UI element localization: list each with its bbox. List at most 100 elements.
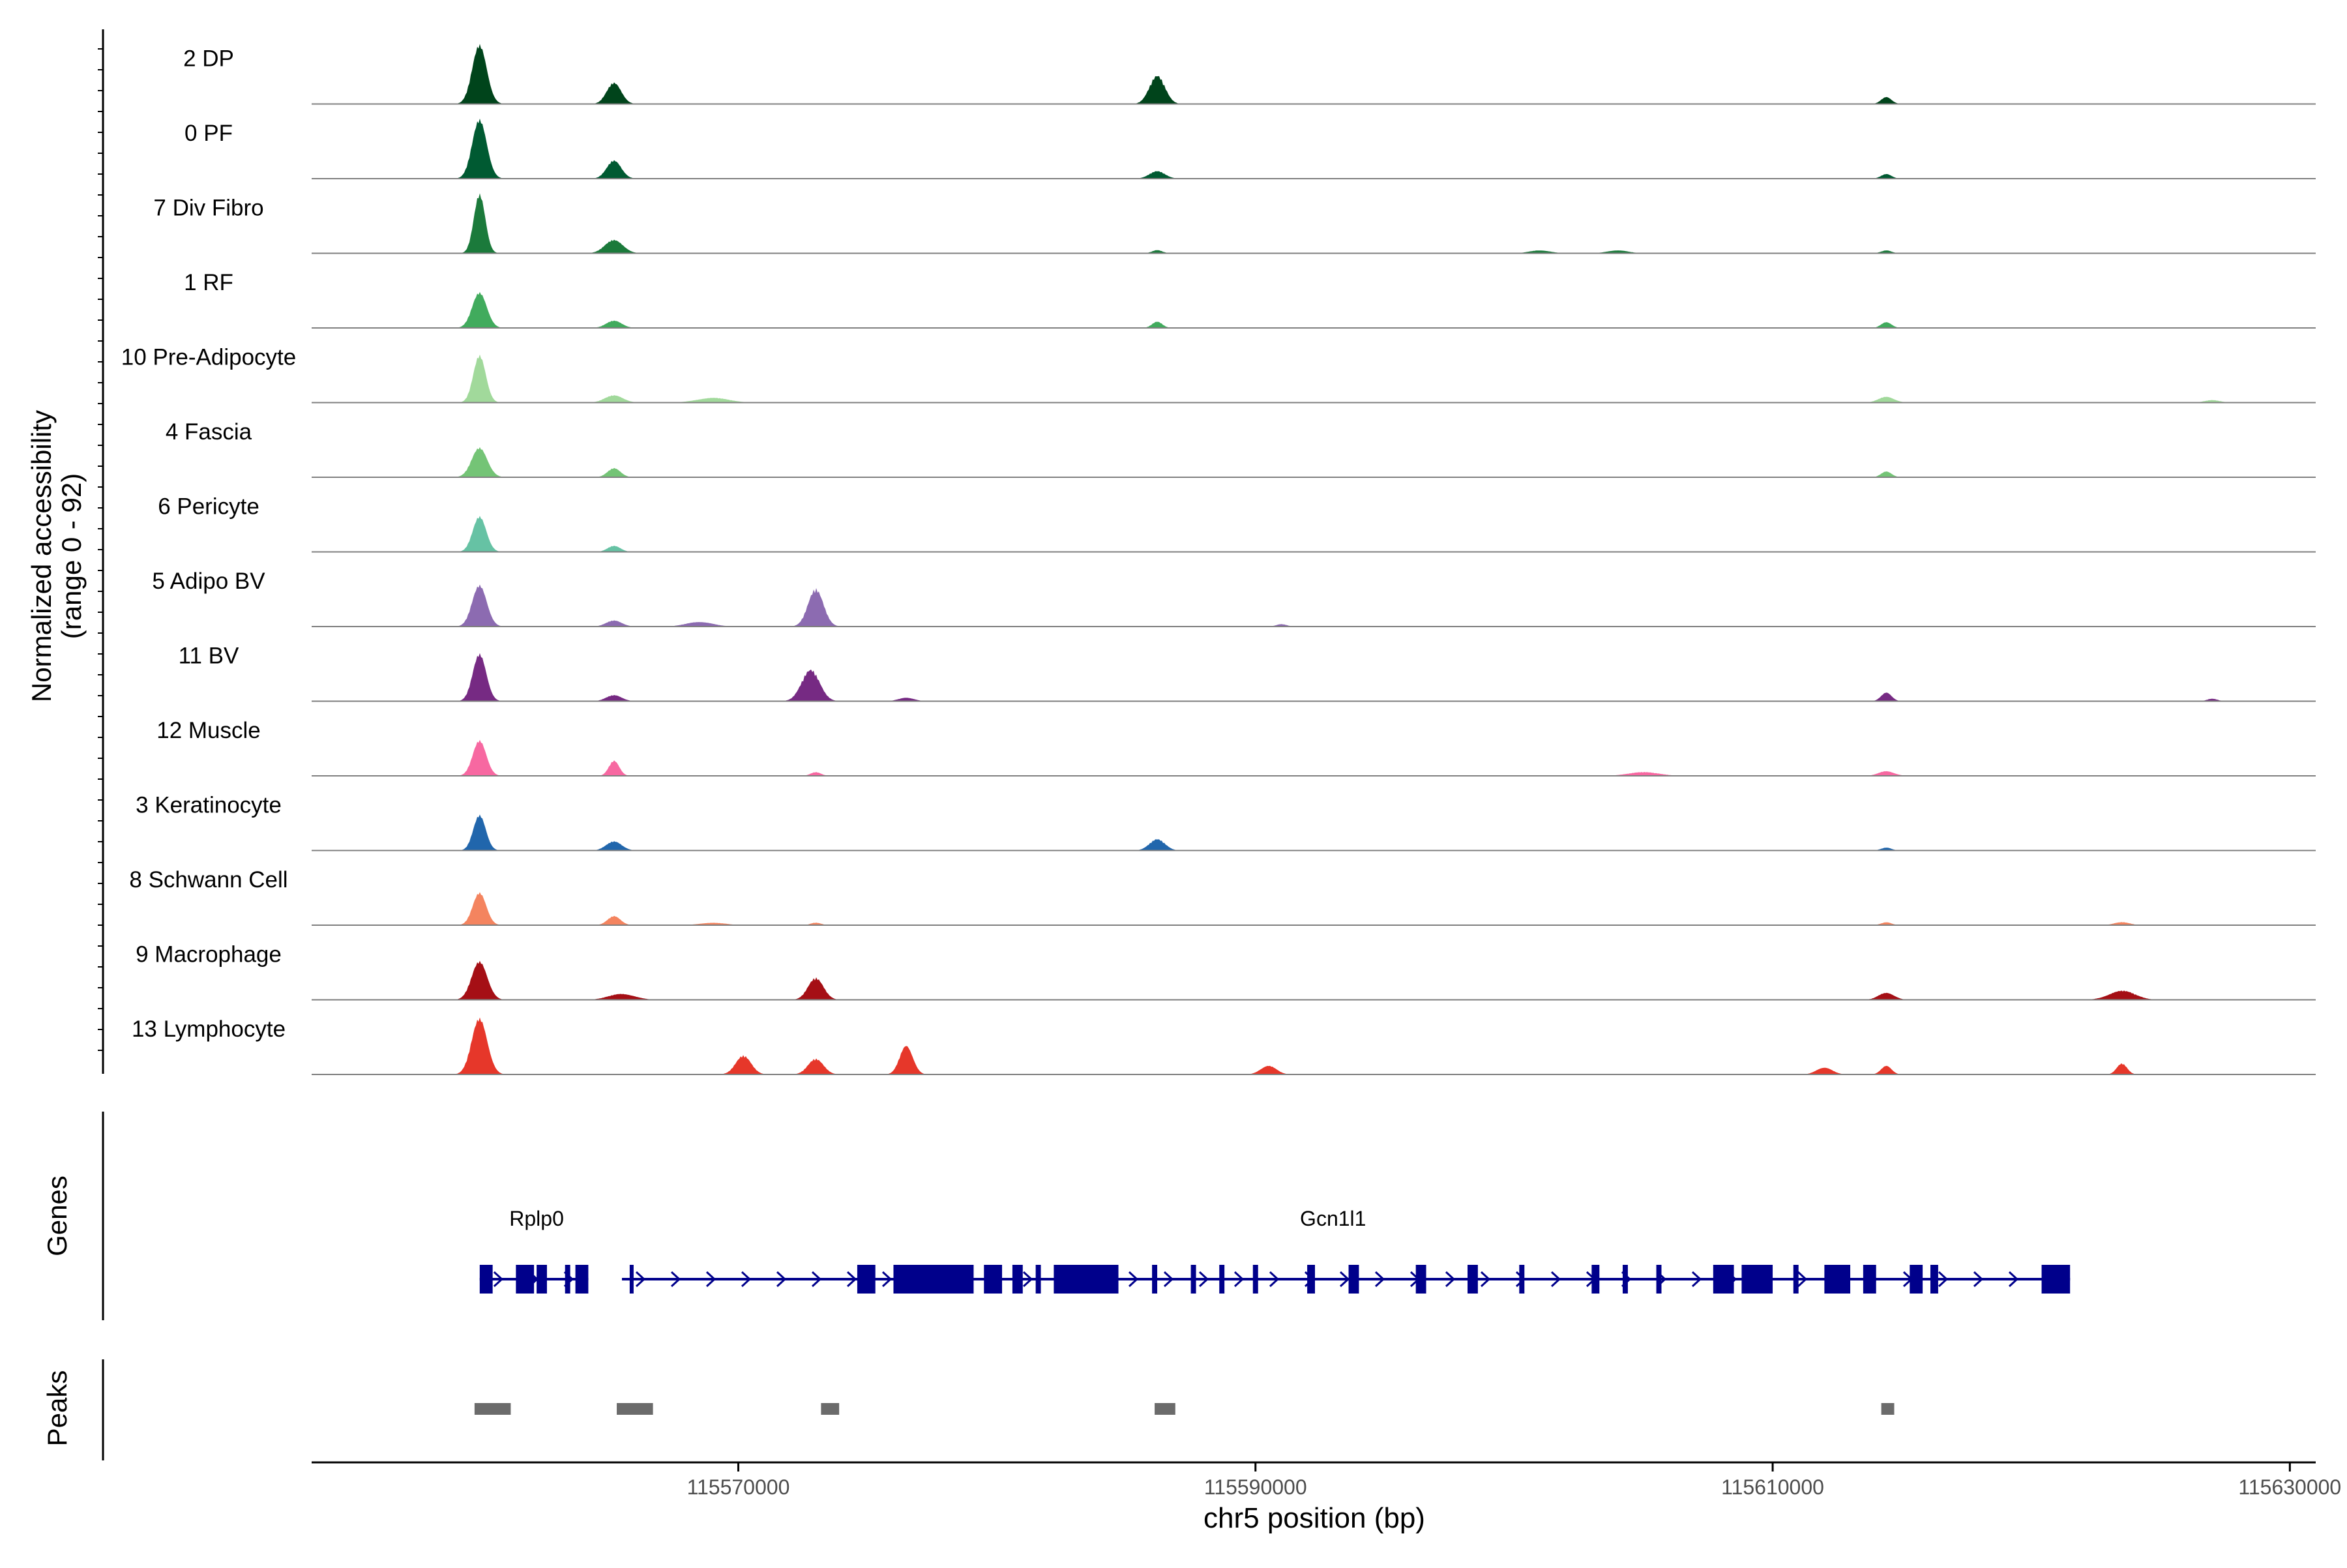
coverage-area bbox=[312, 44, 2316, 104]
strand-arrow bbox=[1445, 1271, 1456, 1288]
exon bbox=[629, 1265, 634, 1294]
track-label: 10 Pre-Adipocyte bbox=[121, 345, 296, 370]
track-3: 7 Div Fibro bbox=[153, 193, 2316, 254]
coverage-area bbox=[312, 118, 2316, 179]
exon bbox=[537, 1265, 547, 1294]
coverage-area bbox=[312, 739, 2316, 776]
x-tick-label: 115610000 bbox=[1721, 1475, 1824, 1499]
coverage-area bbox=[312, 814, 2316, 851]
strand-arrow bbox=[493, 1271, 504, 1288]
coverage-area bbox=[312, 516, 2316, 552]
peak bbox=[821, 1403, 840, 1415]
track-label: 0 PF bbox=[185, 121, 233, 146]
exon bbox=[1468, 1265, 1478, 1294]
strand-arrow bbox=[1550, 1271, 1561, 1288]
track-label: 11 BV bbox=[179, 643, 239, 669]
peak bbox=[1881, 1403, 1895, 1415]
genes-axis-label: Genes bbox=[42, 1176, 72, 1256]
strand-arrow bbox=[1691, 1271, 1702, 1288]
exon bbox=[2041, 1265, 2071, 1294]
track-1: 2 DP bbox=[183, 44, 2316, 105]
peak-track bbox=[474, 1403, 1895, 1415]
peak bbox=[1155, 1403, 1175, 1415]
x-tick-label: 115570000 bbox=[687, 1475, 790, 1499]
strand-arrow bbox=[846, 1271, 857, 1288]
gene-track: Rplp0 Gcn1l1 bbox=[479, 1207, 2071, 1294]
exon bbox=[857, 1265, 876, 1294]
exon bbox=[479, 1265, 493, 1294]
track-6: 4 Fascia bbox=[166, 419, 2316, 478]
track-10: 12 Muscle bbox=[156, 718, 2316, 777]
track-label: 6 Pericyte bbox=[158, 494, 259, 520]
strand-arrow bbox=[741, 1271, 752, 1288]
exon bbox=[1252, 1265, 1258, 1294]
track-8: 5 Adipo BV bbox=[152, 569, 2316, 627]
exon bbox=[575, 1265, 589, 1294]
strand-arrow bbox=[705, 1271, 716, 1288]
track-9: 11 BV bbox=[179, 643, 2316, 702]
exon bbox=[1348, 1265, 1359, 1294]
x-tick-label: 115630000 bbox=[2238, 1475, 2341, 1499]
strand-arrow bbox=[811, 1271, 822, 1288]
exon bbox=[1054, 1265, 1119, 1294]
peak bbox=[474, 1403, 511, 1415]
track-label: 13 Lymphocyte bbox=[132, 1016, 286, 1042]
strand-arrow bbox=[1973, 1271, 1984, 1288]
strand-arrow bbox=[776, 1271, 787, 1288]
x-axis-label: chr5 position (bp) bbox=[1203, 1502, 1425, 1534]
track-label: 5 Adipo BV bbox=[152, 569, 265, 594]
coverage-area bbox=[312, 960, 2316, 1000]
exon bbox=[1519, 1265, 1525, 1294]
strand-arrow bbox=[1480, 1271, 1491, 1288]
track-label: 7 Div Fibro bbox=[153, 196, 263, 221]
exon bbox=[1591, 1265, 1600, 1294]
exon bbox=[893, 1265, 974, 1294]
exon bbox=[1930, 1265, 1938, 1294]
exon bbox=[1035, 1265, 1041, 1294]
peaks-axis-label: Peaks bbox=[42, 1370, 72, 1447]
exon bbox=[1415, 1265, 1426, 1294]
track-13: 9 Macrophage bbox=[136, 942, 2316, 1001]
strand-arrow bbox=[1163, 1271, 1174, 1288]
coverage-area bbox=[312, 1017, 2316, 1074]
exon bbox=[1713, 1265, 1734, 1294]
track-label: 1 RF bbox=[184, 270, 233, 295]
strand-arrow bbox=[1233, 1271, 1245, 1288]
strand-arrow bbox=[635, 1271, 646, 1288]
coverage-area bbox=[312, 291, 2316, 328]
strand-arrow bbox=[670, 1271, 681, 1288]
strand-arrow bbox=[1128, 1271, 1139, 1288]
coverage-area bbox=[312, 653, 2316, 702]
exon bbox=[1656, 1265, 1662, 1294]
exon bbox=[1012, 1265, 1023, 1294]
track-label: 4 Fascia bbox=[166, 419, 252, 445]
gene-label: Gcn1l1 bbox=[1300, 1207, 1366, 1230]
exon bbox=[1307, 1265, 1315, 1294]
coverage-area bbox=[312, 193, 2316, 254]
track-12: 8 Schwann Cell bbox=[129, 867, 2316, 926]
track-label: 12 Muscle bbox=[156, 718, 261, 743]
gene-label: Rplp0 bbox=[509, 1207, 564, 1230]
exon bbox=[1152, 1265, 1158, 1294]
track-7: 6 Pericyte bbox=[158, 494, 2316, 553]
y-axis-label-line2: (range 0 - 92) bbox=[56, 473, 87, 639]
exon bbox=[1219, 1265, 1225, 1294]
exon bbox=[1741, 1265, 1773, 1294]
exon bbox=[1863, 1265, 1876, 1294]
coverage-area bbox=[312, 354, 2316, 403]
peak bbox=[617, 1403, 653, 1415]
coverage-area bbox=[312, 447, 2316, 477]
coverage-area bbox=[312, 584, 2316, 627]
strand-arrow bbox=[1339, 1271, 1350, 1288]
strand-arrow bbox=[1022, 1271, 1033, 1288]
strand-arrow bbox=[1938, 1271, 1949, 1288]
track-11: 3 Keratinocyte bbox=[136, 793, 2316, 851]
track-14: 13 Lymphocyte bbox=[132, 1016, 2316, 1075]
track-label: 9 Macrophage bbox=[136, 942, 282, 968]
exon bbox=[565, 1265, 570, 1294]
strand-arrow bbox=[881, 1271, 893, 1288]
track-5: 10 Pre-Adipocyte bbox=[121, 345, 2316, 404]
track-2: 0 PF bbox=[185, 118, 2316, 179]
